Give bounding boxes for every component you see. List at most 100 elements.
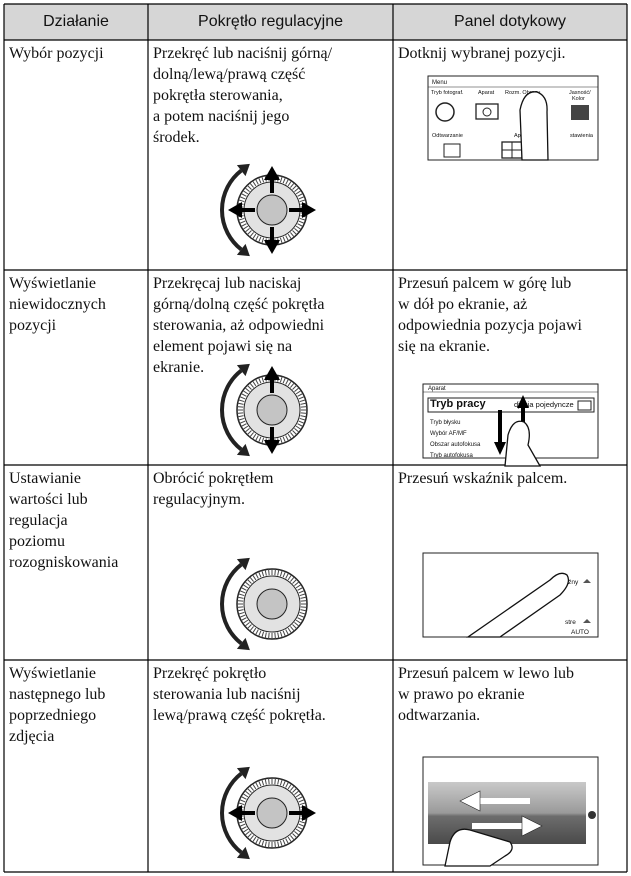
illustration-shape — [292, 230, 298, 236]
illustration-shape — [435, 102, 455, 122]
illustration-shape — [258, 780, 262, 787]
cell-line: odtwarzania. — [398, 707, 481, 724]
cell-line: Wyświetlanie — [9, 275, 97, 292]
illustration-shape — [244, 187, 250, 192]
illustration-shape — [244, 387, 250, 392]
cell-line: Obrócić pokrętłem — [153, 470, 274, 487]
illustration-shape — [300, 402, 307, 405]
illustration-shape — [242, 425, 249, 430]
illustration-shape — [240, 826, 247, 830]
screen-label: stawienia — [570, 133, 594, 139]
illustration-shape — [240, 223, 247, 227]
illustration-shape — [258, 630, 262, 637]
illustration-shape — [238, 820, 245, 824]
illustration-shape — [242, 225, 249, 230]
illustration-shape — [246, 578, 252, 584]
cell-line: środek. — [153, 129, 200, 146]
illustration-shape — [290, 626, 295, 632]
illustration-shape — [246, 787, 252, 793]
illustration-shape — [297, 223, 304, 227]
illustration-shape — [282, 780, 286, 787]
cell-line: Przekręć lub naciśnij górną/ — [153, 45, 333, 62]
illustration-shape — [238, 399, 245, 403]
cell-line: zdjęcia — [9, 728, 55, 745]
illustration-shape — [298, 396, 305, 400]
illustration-shape — [279, 840, 283, 847]
illustration-shape — [264, 841, 267, 848]
illustration-shape — [279, 631, 283, 638]
cell-line: a potem naciśnij jego — [153, 108, 290, 125]
illustration-shape — [290, 835, 295, 841]
illustration-shape — [299, 399, 306, 403]
illustration-shape — [494, 442, 506, 455]
illustration-shape — [242, 190, 249, 195]
illustration-shape — [236, 163, 250, 177]
cell-line: sterowania, aż odpowiedni — [153, 317, 325, 334]
illustration-shape — [299, 199, 306, 203]
table-cell: Przesuń palcem w górę lub w dół po ekrani… — [398, 273, 582, 357]
illustration-shape — [287, 180, 292, 187]
screen-label: Tryb fotograf. — [431, 90, 464, 96]
illustration-shape — [482, 107, 492, 117]
illustration-shape — [459, 790, 481, 812]
illustration-shape — [302, 805, 316, 821]
illustration-shape — [237, 406, 244, 408]
table-cell: Ustawianie wartości lub regulacja poziomu ro… — [9, 468, 118, 573]
illustration-shape — [264, 166, 280, 180]
illustration-shape — [244, 228, 250, 233]
illustration-shape — [295, 828, 302, 833]
illustration-shape — [279, 237, 283, 244]
table-cell: Obrócić pokrętłem regulacyjnym. — [153, 468, 273, 510]
screen-label: Aparat — [478, 90, 495, 96]
illustration-shape — [294, 790, 300, 795]
illustration-shape — [246, 384, 252, 390]
illustration-shape — [261, 779, 265, 786]
illustration-shape — [295, 225, 302, 230]
illustration-shape — [277, 569, 280, 576]
illustration-shape — [237, 609, 244, 612]
screen-label: Tryb błysku — [430, 420, 460, 426]
illustration-shape — [299, 217, 306, 221]
illustration-shape — [261, 570, 265, 577]
illustration-shape — [300, 606, 307, 608]
illustration-shape — [237, 415, 244, 418]
illustration-shape — [285, 178, 289, 185]
illustration-shape — [261, 631, 265, 638]
illustration-shape — [252, 574, 257, 581]
illustration-shape — [287, 233, 292, 240]
illustration-shape — [285, 378, 289, 385]
illustration-shape — [279, 779, 283, 786]
illustration-shape — [285, 235, 289, 242]
illustration-shape — [255, 235, 259, 242]
illustration-shape — [292, 787, 298, 793]
illustration-shape — [239, 614, 246, 618]
illustration-shape — [252, 627, 257, 634]
illustration-shape — [285, 435, 289, 442]
illustration-shape — [274, 569, 276, 576]
illustration-shape — [240, 617, 247, 621]
illustration-shape — [236, 243, 250, 257]
illustration-shape — [239, 420, 246, 424]
illustration-shape — [295, 390, 302, 395]
column-header: Pokrętło regulacyjne — [198, 13, 343, 30]
illustration-shape — [220, 369, 243, 451]
illustration-shape — [242, 619, 249, 624]
illustration-shape — [294, 622, 300, 627]
illustration-shape — [290, 182, 295, 188]
screen-label: Obszar autofokusa — [430, 442, 481, 448]
table-cell: Przekręć lub naciśnij górną/dolną/lewą/p… — [153, 43, 332, 148]
illustration-shape — [299, 820, 306, 824]
illustration-shape — [255, 629, 259, 636]
illustration-shape — [583, 579, 591, 583]
illustration-shape — [255, 378, 259, 385]
illustration-shape — [300, 412, 307, 414]
illustration-shape — [255, 838, 259, 845]
illustration-shape — [290, 576, 295, 582]
illustration-shape — [239, 590, 246, 594]
illustration-shape — [240, 393, 247, 397]
cell-line: Przesuń palcem w górę lub — [398, 275, 572, 292]
illustration-shape — [264, 240, 280, 254]
screen-label: Rozm. Obrazu — [505, 90, 540, 96]
illustration-shape — [258, 177, 262, 184]
